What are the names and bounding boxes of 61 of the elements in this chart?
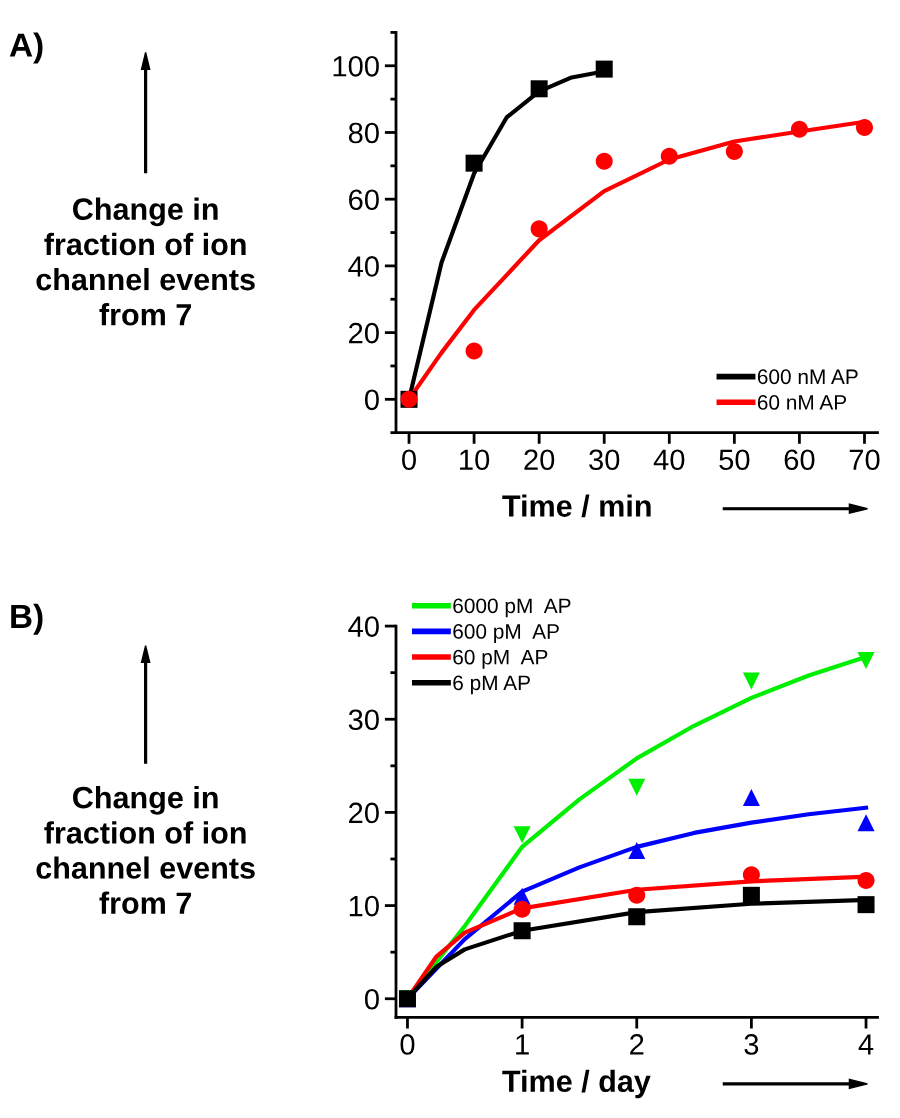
y-tick-label: 60 (349, 189, 379, 211)
point (725, 142, 743, 160)
y-tick-label: 30 (348, 709, 379, 731)
legend-label: 60 nM AP (757, 395, 847, 410)
legend-label: 6 pM AP (453, 675, 530, 695)
point (595, 60, 613, 78)
point (628, 842, 646, 860)
y-tick-label: 10 (349, 895, 379, 917)
point (465, 342, 483, 360)
point (660, 147, 678, 165)
x-axis-title: Time / min (502, 494, 651, 518)
point (628, 886, 646, 904)
x-tick-label: 10 (460, 449, 490, 471)
y-tick-label: 0 (364, 389, 379, 411)
x-tick-label: 30 (589, 449, 620, 471)
point (742, 672, 760, 690)
x-tick-label: 4 (858, 1034, 874, 1055)
point (628, 908, 646, 926)
point (742, 866, 760, 884)
x-tick-label: 0 (400, 1034, 415, 1055)
x-tick-label: 3 (744, 1034, 759, 1055)
y-tick-label: 100 (333, 55, 379, 77)
point (790, 120, 808, 138)
x-tick-label: 50 (719, 449, 750, 471)
x-tick-label: 60 (784, 449, 815, 471)
y-tick-label: 0 (364, 988, 379, 1010)
point (530, 220, 548, 238)
y-tick-label: 40 (348, 256, 379, 277)
point (628, 778, 646, 796)
y-tick-label: 80 (348, 122, 379, 144)
legend-label: 600 nM AP (757, 369, 858, 385)
legend-label: 6000 pM AP (453, 598, 571, 618)
point (742, 789, 760, 807)
point (595, 152, 613, 170)
text: A) (9, 32, 43, 64)
point (742, 886, 760, 904)
y-tick-label: 40 (348, 616, 379, 637)
point (513, 826, 531, 844)
point (513, 922, 531, 940)
x-tick-label: 70 (849, 449, 880, 471)
x-tick-label: 1 (516, 1034, 529, 1055)
point (857, 652, 875, 670)
x-axis-title: Time / day (502, 1069, 651, 1099)
legend-label: 600 pM AP (453, 624, 559, 643)
point (513, 900, 531, 918)
y-tick-label: 20 (349, 802, 379, 824)
point (857, 814, 875, 832)
x-tick-label: 0 (402, 449, 416, 471)
y-axis-title: Change in fraction of ion channel events from 7 (36, 197, 255, 326)
text: B) (11, 603, 43, 635)
x-tick-label: 20 (524, 449, 555, 471)
point (465, 154, 483, 172)
point (855, 118, 873, 136)
point (857, 896, 875, 914)
x-tick-label: 40 (653, 449, 685, 471)
point (530, 80, 548, 98)
x-tick-label: 2 (630, 1034, 644, 1055)
legend-label: 60 pM AP (453, 649, 548, 669)
y-axis-title: Change in fraction of ion channel events from 7 (36, 786, 255, 914)
y-tick-label: 20 (349, 322, 379, 344)
point (857, 871, 875, 889)
